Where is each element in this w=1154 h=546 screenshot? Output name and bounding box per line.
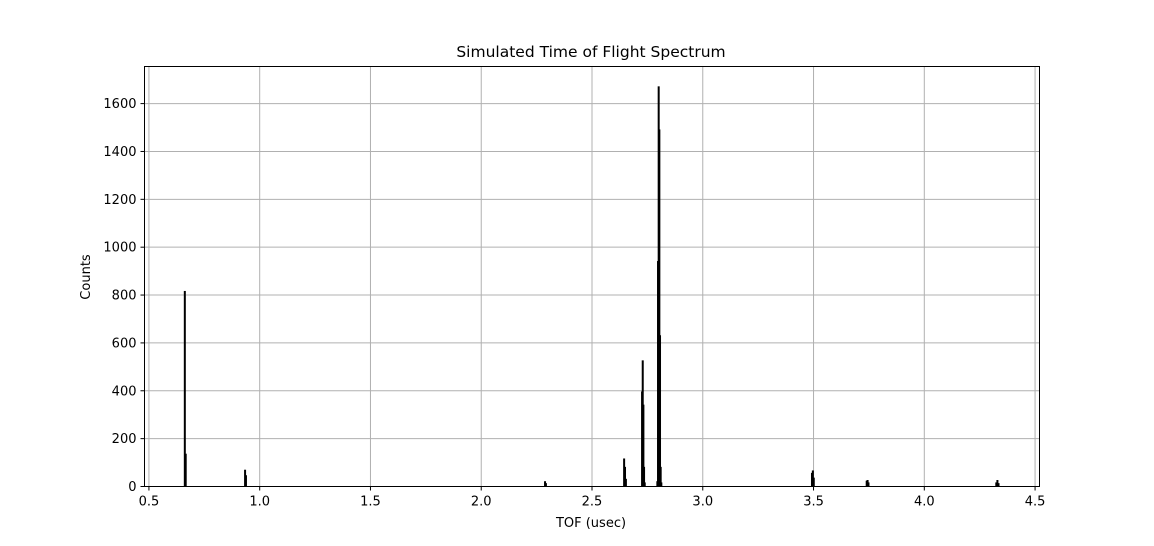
chart-title: Simulated Time of Flight Spectrum <box>456 43 725 61</box>
y-tick-label: 1000 <box>103 241 136 256</box>
x-tick-label: 3.0 <box>692 495 713 510</box>
x-tick-label: 1.0 <box>249 495 270 510</box>
y-tick-label: 400 <box>112 384 137 399</box>
y-tick-label: 600 <box>112 336 137 351</box>
x-tick-label: 4.0 <box>914 495 935 510</box>
x-tick-label: 1.5 <box>360 495 381 510</box>
bar <box>624 478 627 488</box>
y-tick-label: 0 <box>128 480 136 495</box>
bar <box>659 335 662 487</box>
y-axis-label: Counts <box>79 254 94 300</box>
y-tick-label: 800 <box>112 289 137 304</box>
x-tick-label: 4.5 <box>1025 495 1046 510</box>
grid <box>144 66 1040 487</box>
x-tick-label: 2.0 <box>471 495 492 510</box>
y-tick-label: 1200 <box>103 193 136 208</box>
x-axis-label: TOF (usec) <box>555 516 626 531</box>
x-tick-label: 3.5 <box>803 495 824 510</box>
bar <box>867 482 870 487</box>
x-tick-label: 0.5 <box>139 495 160 510</box>
bar <box>244 475 247 488</box>
y-tick-label: 1600 <box>103 97 136 112</box>
bar <box>812 477 815 487</box>
bar <box>660 482 663 487</box>
bar <box>184 453 187 488</box>
y-tick-label: 200 <box>112 432 137 447</box>
y-tick-label: 1400 <box>103 145 136 160</box>
x-tick-label: 2.5 <box>582 495 603 510</box>
axis-ticks: 0.5 1.0 1.5 2.0 2.5 3.0 3.5 4.0 4.5 0 200 400 600 800… <box>103 97 1045 509</box>
bar <box>643 482 646 487</box>
